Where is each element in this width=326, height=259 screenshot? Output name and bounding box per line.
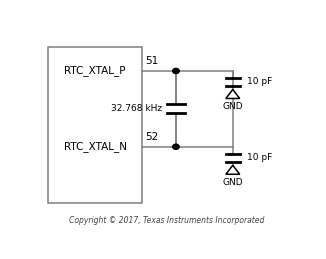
Text: GND: GND [222,178,243,187]
Text: GND: GND [222,103,243,111]
Text: RTC_XTAL_P: RTC_XTAL_P [64,66,126,76]
Text: 51: 51 [146,56,159,66]
Polygon shape [226,165,240,174]
Circle shape [173,68,179,74]
Text: Copyright © 2017, Texas Instruments Incorporated: Copyright © 2017, Texas Instruments Inco… [69,215,265,225]
Text: RTC_XTAL_N: RTC_XTAL_N [64,141,126,152]
Text: 52: 52 [146,132,159,142]
Polygon shape [226,90,240,98]
Bar [48,47,142,203]
Text: 32.768 kHz: 32.768 kHz [111,104,162,113]
Text: 10 pF: 10 pF [247,77,273,87]
Circle shape [173,144,179,149]
Text: 10 pF: 10 pF [247,153,273,162]
